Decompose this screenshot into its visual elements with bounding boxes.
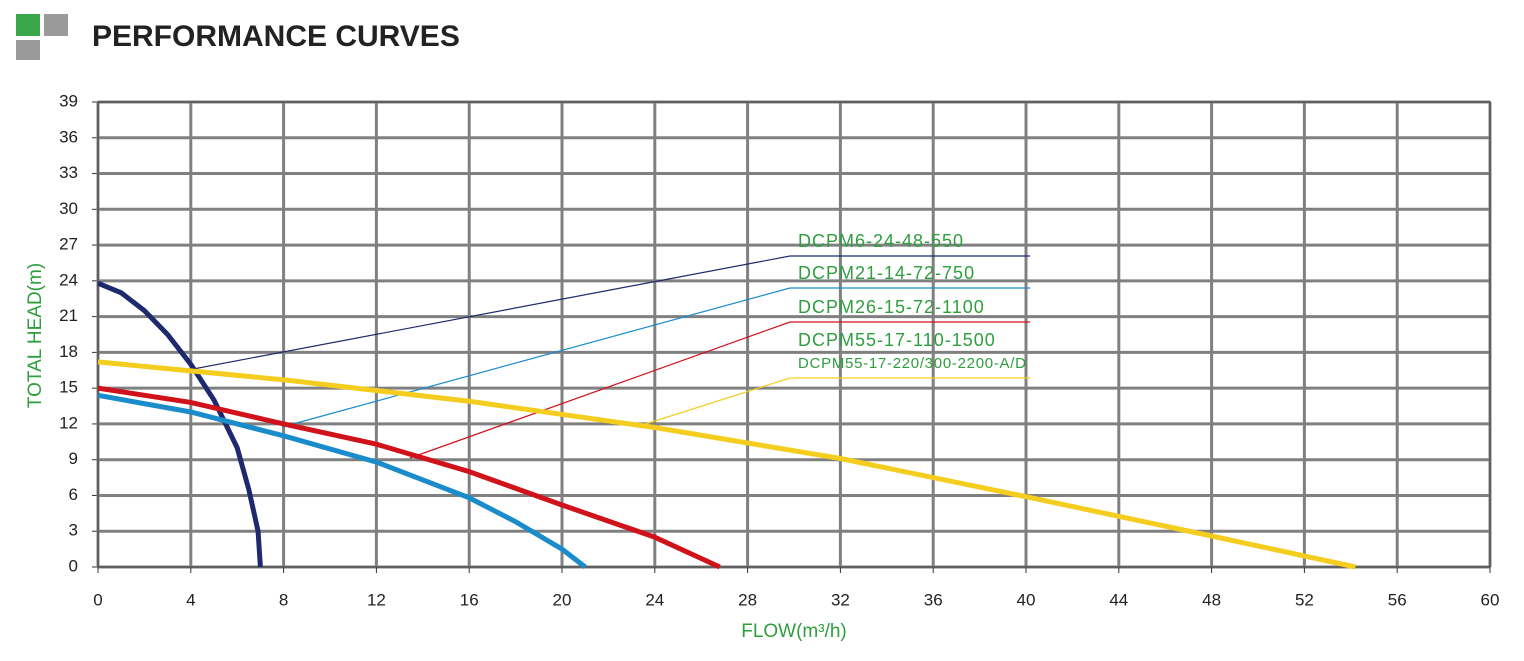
curve — [97, 385, 721, 570]
logo — [16, 14, 40, 36]
x-tick-label: 16 — [460, 590, 479, 609]
x-tick-label: 40 — [1017, 590, 1036, 609]
x-tick-label: 32 — [831, 590, 850, 609]
legend-label: DCPM6-24-48-550 — [798, 231, 964, 251]
y-tick-label: 30 — [59, 199, 78, 218]
chart-title: PERFORMANCE CURVES — [92, 20, 460, 53]
y-tick-label: 33 — [59, 163, 78, 182]
x-tick-label: 48 — [1202, 590, 1221, 609]
plot-frame — [97, 101, 1491, 568]
x-tick-label: 20 — [553, 590, 572, 609]
y-tick-label: 15 — [59, 378, 78, 397]
y-tick-label: 18 — [59, 342, 78, 361]
y-tick-label: 27 — [59, 235, 78, 254]
leader-line — [635, 377, 1030, 428]
x-tick-label: 12 — [367, 590, 386, 609]
x-tick-label: 60 — [1481, 590, 1500, 609]
x-tick-label: 44 — [1109, 590, 1128, 609]
x-tick-label: 52 — [1295, 590, 1314, 609]
y-tick-label: 12 — [59, 413, 78, 432]
y-tick-label: 39 — [59, 91, 78, 110]
legend-label: DCPM21-14-72-750 — [798, 263, 975, 283]
y-tick-label: 24 — [59, 270, 78, 289]
x-tick-label: 0 — [93, 590, 102, 609]
y-tick-label: 9 — [69, 449, 78, 468]
x-tick-label: 24 — [645, 590, 664, 609]
logo — [16, 40, 40, 60]
legend-label: DCPM55-17-110-1500 — [798, 330, 996, 350]
x-tick-label: 36 — [924, 590, 943, 609]
y-tick-label: 36 — [59, 127, 78, 146]
curve — [97, 280, 263, 568]
leader-line — [281, 287, 1030, 428]
logo — [44, 14, 68, 36]
y-tick-label: 0 — [69, 556, 78, 575]
curve — [97, 392, 587, 569]
y-tick-label: 21 — [59, 306, 78, 325]
x-axis-title: FLOW(m³/h) — [741, 621, 847, 642]
y-axis-title: TOTAL HEAD(m) — [25, 263, 46, 408]
x-tick-label: 56 — [1388, 590, 1407, 609]
x-tick-label: 8 — [279, 590, 288, 609]
legend-label: DCPM26-15-72-1100 — [798, 297, 985, 317]
y-tick-label: 3 — [69, 521, 78, 540]
curve — [97, 359, 1356, 570]
x-tick-label: 28 — [738, 590, 757, 609]
x-tick-label: 4 — [186, 590, 195, 609]
legend-label: DCPM55-17-220/300-2200-A/D — [798, 355, 1026, 372]
y-tick-label: 6 — [69, 485, 78, 504]
leader-line — [187, 255, 1030, 371]
